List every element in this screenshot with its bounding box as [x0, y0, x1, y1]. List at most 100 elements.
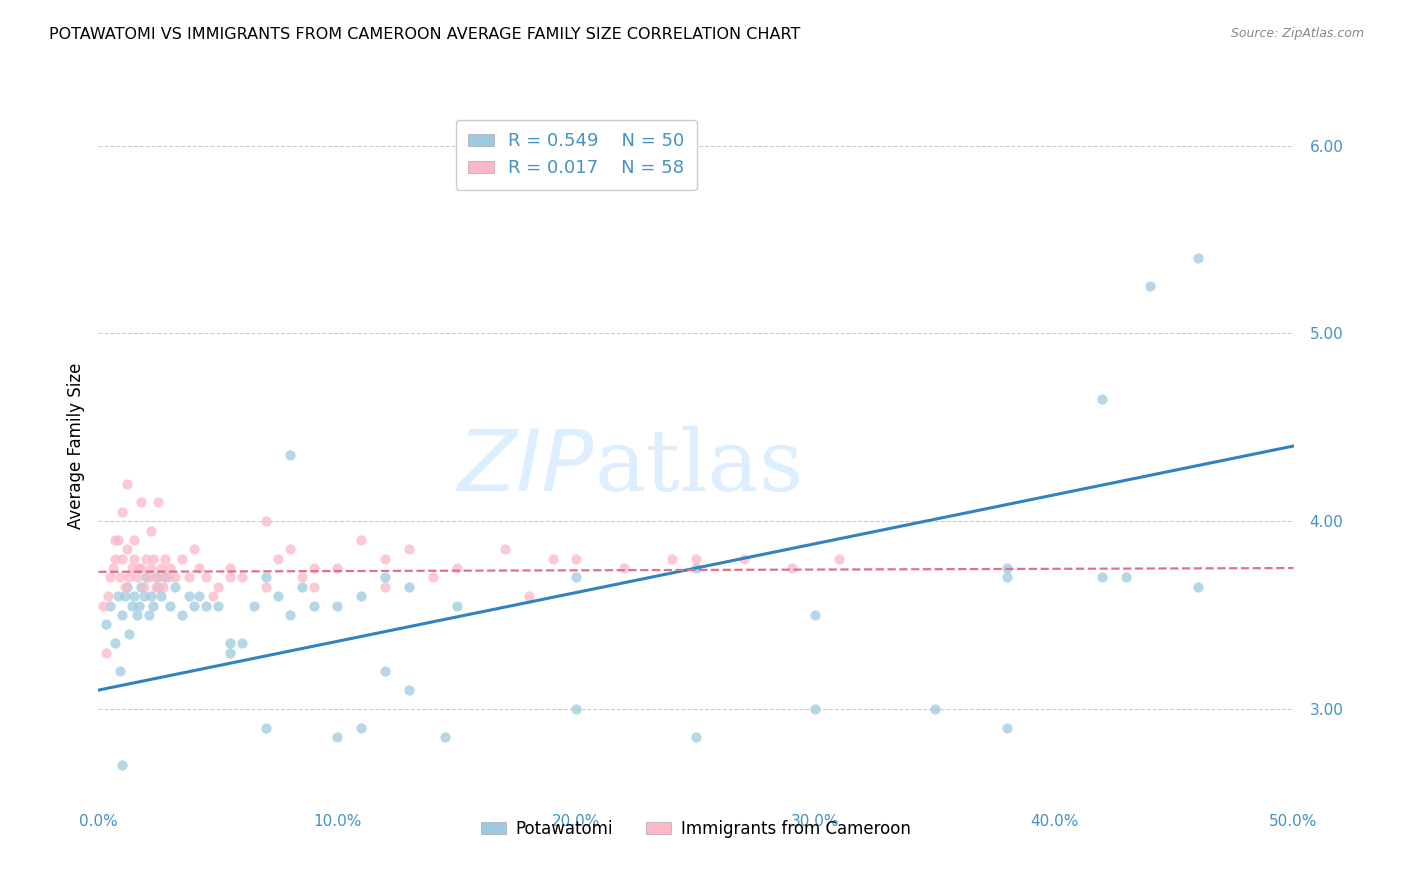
Point: [613, 561, 636, 575]
Point: [135, 570, 157, 584]
Point: [94, 617, 117, 632]
Point: [124, 533, 146, 547]
Point: [97, 589, 120, 603]
Point: [398, 683, 420, 698]
Point: [302, 599, 325, 613]
Point: [145, 580, 167, 594]
Point: [111, 607, 134, 622]
Point: [118, 570, 141, 584]
Point: [142, 599, 165, 613]
Point: [148, 580, 170, 594]
Point: [148, 570, 170, 584]
Text: ZIP: ZIP: [458, 425, 595, 509]
Point: [780, 561, 803, 575]
Point: [195, 570, 218, 584]
Point: [172, 607, 194, 622]
Point: [243, 599, 266, 613]
Point: [254, 514, 277, 528]
Point: [1115, 570, 1137, 584]
Point: [108, 570, 131, 584]
Point: [139, 561, 162, 575]
Point: [207, 580, 229, 594]
Point: [124, 589, 146, 603]
Point: [132, 580, 155, 594]
Point: [995, 721, 1018, 735]
Point: [202, 589, 225, 603]
Point: [121, 599, 143, 613]
Point: [291, 570, 314, 584]
Point: [111, 505, 134, 519]
Point: [374, 665, 396, 679]
Point: [159, 599, 181, 613]
Point: [434, 730, 457, 744]
Point: [374, 570, 396, 584]
Point: [565, 570, 588, 584]
Point: [374, 551, 396, 566]
Point: [804, 702, 827, 716]
Point: [183, 599, 205, 613]
Point: [219, 646, 242, 660]
Point: [115, 580, 138, 594]
Point: [541, 551, 564, 566]
Point: [995, 561, 1018, 575]
Point: [685, 561, 707, 575]
Point: [118, 627, 141, 641]
Point: [149, 561, 172, 575]
Point: [267, 551, 290, 566]
Point: [291, 580, 314, 594]
Point: [91, 599, 114, 613]
Point: [111, 758, 134, 772]
Point: [254, 580, 277, 594]
Point: [219, 570, 242, 584]
Legend: Potawatomi, Immigrants from Cameroon: Potawatomi, Immigrants from Cameroon: [474, 814, 918, 845]
Point: [98, 599, 122, 613]
Point: [132, 589, 155, 603]
Point: [124, 551, 146, 566]
Point: [101, 561, 124, 575]
Point: [350, 589, 373, 603]
Point: [995, 570, 1018, 584]
Point: [828, 551, 851, 566]
Point: [131, 580, 153, 594]
Point: [302, 580, 325, 594]
Point: [152, 580, 174, 594]
Point: [155, 551, 177, 566]
Point: [350, 721, 373, 735]
Point: [207, 599, 229, 613]
Point: [1187, 251, 1209, 265]
Point: [565, 551, 588, 566]
Point: [104, 636, 127, 650]
Point: [114, 589, 136, 603]
Point: [159, 561, 181, 575]
Point: [104, 533, 127, 547]
Point: [148, 495, 170, 509]
Point: [494, 542, 516, 557]
Point: [278, 607, 301, 622]
Point: [187, 589, 209, 603]
Point: [661, 551, 683, 566]
Point: [156, 570, 179, 584]
Point: [131, 561, 153, 575]
Point: [254, 721, 277, 735]
Point: [107, 533, 129, 547]
Point: [398, 542, 420, 557]
Point: [138, 570, 160, 584]
Point: [179, 570, 201, 584]
Point: [108, 665, 131, 679]
Point: [111, 551, 134, 566]
Point: [924, 702, 946, 716]
Point: [326, 599, 349, 613]
Point: [128, 599, 150, 613]
Point: [142, 551, 165, 566]
Point: [1091, 392, 1114, 406]
Point: [98, 570, 122, 584]
Point: [1187, 580, 1209, 594]
Point: [163, 580, 186, 594]
Point: [107, 589, 129, 603]
Point: [135, 551, 157, 566]
Point: [145, 570, 167, 584]
Point: [565, 702, 588, 716]
Point: [446, 599, 468, 613]
Text: Source: ZipAtlas.com: Source: ZipAtlas.com: [1230, 27, 1364, 40]
Point: [187, 561, 209, 575]
